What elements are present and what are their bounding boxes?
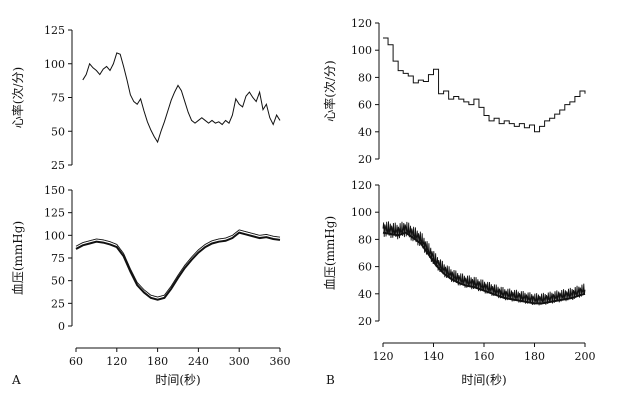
y-tick-label: 100 — [351, 44, 372, 57]
y-tick-label: 60 — [358, 261, 372, 274]
y-tick-label: 100 — [44, 58, 65, 71]
x-tick-label: 60 — [69, 355, 83, 368]
y-tick-label: 120 — [351, 179, 372, 192]
panel-b-heart-rate-chart: 20 40 60 80 100 120 心率(次/分) — [322, 17, 586, 166]
y-axis-label: 血压(mmHg) — [323, 216, 337, 290]
heart-rate-trace — [82, 52, 281, 144]
panel-a-blood-pressure-chart: 0 25 50 75 100 125 150 血压(mmHg) 60 120 180 240 300 36… — [11, 184, 291, 387]
y-tick-label: 40 — [358, 288, 372, 301]
y-tick-label: 75 — [51, 252, 65, 265]
x-tick-label: 300 — [229, 355, 250, 368]
y-tick-label: 125 — [44, 24, 65, 37]
blood-pressure-trace — [75, 229, 281, 298]
panel-b-blood-pressure-chart: 20 40 60 80 100 120 血压(mmHg) 120 140 160 180 200 时间(… — [323, 179, 596, 387]
x-tick-label: 240 — [188, 355, 209, 368]
blood-pressure-mean-trace — [75, 231, 281, 301]
y-tick-label: 25 — [51, 297, 65, 310]
y-tick-label: 50 — [51, 125, 65, 138]
blood-pressure-mean-trace — [382, 231, 586, 305]
y-tick-label: 100 — [44, 229, 65, 242]
y-tick-label: 50 — [51, 275, 65, 288]
x-tick-label: 360 — [270, 355, 291, 368]
x-axis-label: 时间(秒) — [155, 373, 200, 387]
y-tick-label: 80 — [358, 233, 372, 246]
x-tick-label: 200 — [575, 350, 596, 363]
y-tick-label: 75 — [51, 92, 65, 105]
x-tick-label: 180 — [147, 355, 168, 368]
x-tick-label: 120 — [373, 350, 394, 363]
x-axis-label: 时间(秒) — [461, 373, 506, 387]
panel-label-a: A — [11, 373, 21, 387]
y-tick-label: 100 — [351, 206, 372, 219]
y-tick-label: 20 — [358, 315, 372, 328]
panel-label-b: B — [326, 373, 335, 387]
y-tick-label: 60 — [358, 99, 372, 112]
x-tick-label: 120 — [106, 355, 127, 368]
heart-rate-trace — [383, 37, 586, 133]
blood-pressure-trace — [382, 221, 586, 306]
y-tick-label: 25 — [51, 159, 65, 172]
y-tick-label: 125 — [44, 207, 65, 220]
y-tick-label: 20 — [358, 153, 372, 166]
x-tick-label: 140 — [423, 350, 444, 363]
y-axis-label: 心率(次/分) — [10, 67, 25, 128]
y-axis-label: 心率(次/分) — [322, 60, 337, 121]
y-tick-label: 80 — [358, 71, 372, 84]
y-tick-label: 150 — [44, 184, 65, 197]
y-axis-label: 血压(mmHg) — [11, 221, 25, 295]
x-tick-label: 160 — [474, 350, 495, 363]
panel-a-heart-rate-chart: 25 50 75 100 125 心率(次/分) — [10, 24, 281, 172]
y-tick-label: 40 — [358, 126, 372, 139]
y-tick-label: 0 — [58, 320, 65, 333]
x-tick-label: 180 — [524, 350, 545, 363]
y-tick-label: 120 — [351, 17, 372, 30]
